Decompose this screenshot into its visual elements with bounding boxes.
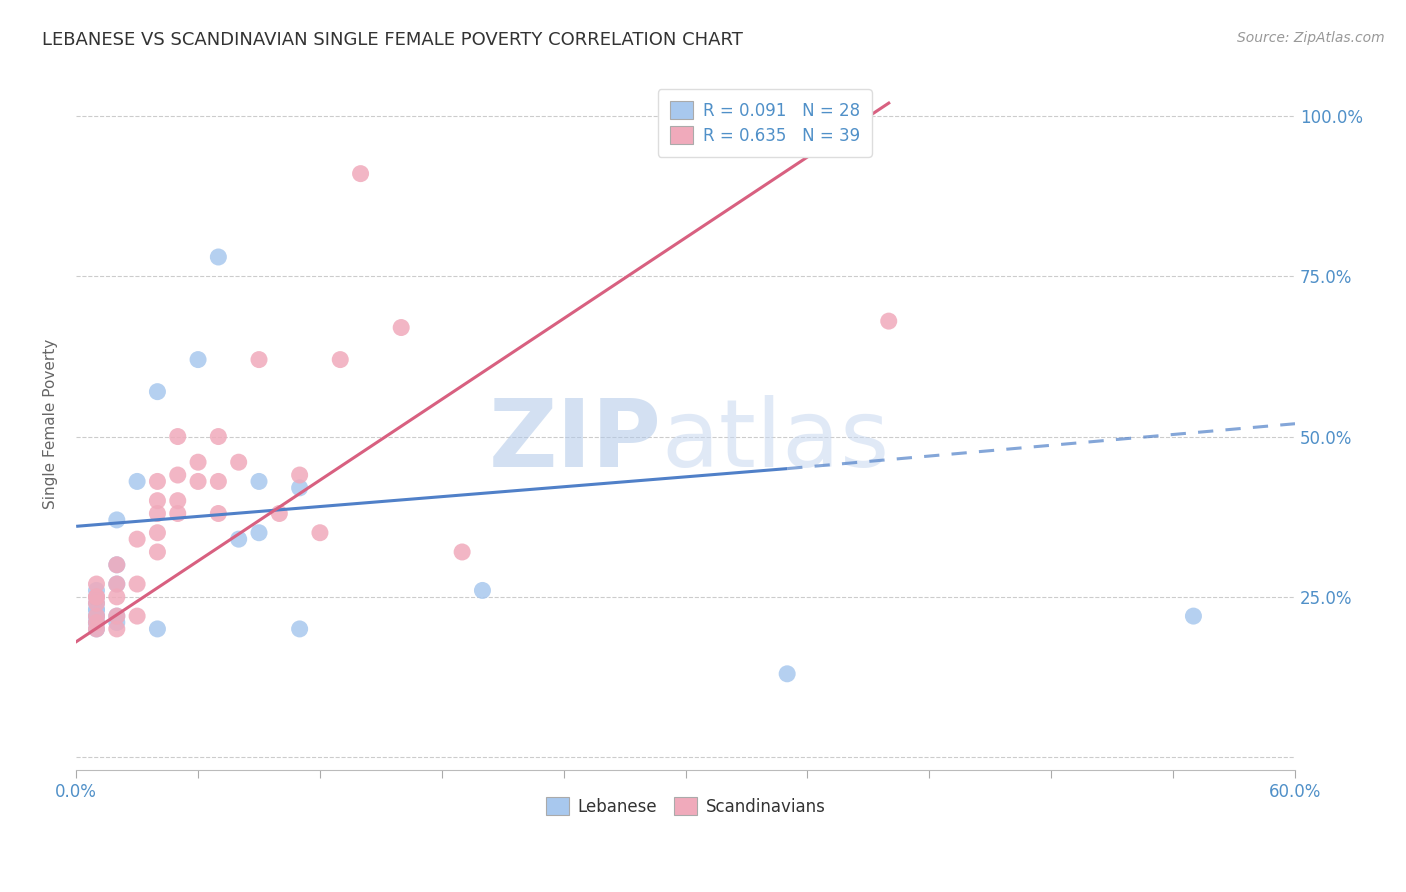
Point (269, 507, 291, 521)
Point (776, 666, 799, 681)
Point (105, 577, 128, 591)
Point (187, 352, 209, 367)
Point (86, 590, 108, 604)
Point (86, 615, 108, 630)
Point (329, 352, 352, 367)
Point (86, 583, 108, 598)
Point (166, 468, 188, 483)
Text: LEBANESE VS SCANDINAVIAN SINGLE FEMALE POVERTY CORRELATION CHART: LEBANESE VS SCANDINAVIAN SINGLE FEMALE P… (42, 31, 742, 49)
Point (105, 558, 128, 572)
Point (146, 507, 169, 521)
Point (86, 577, 108, 591)
Point (247, 352, 270, 367)
Point (207, 429, 229, 443)
Point (309, 525, 332, 540)
Point (86, 615, 108, 630)
Point (105, 622, 128, 636)
Point (146, 525, 169, 540)
Point (86, 609, 108, 624)
Point (127, 475, 149, 489)
Point (389, 320, 412, 334)
Point (247, 525, 270, 540)
Point (105, 558, 128, 572)
Point (187, 475, 209, 489)
Point (166, 507, 188, 521)
Point (86, 622, 108, 636)
Point (146, 545, 169, 559)
Point (127, 577, 149, 591)
Point (877, 314, 900, 328)
Point (86, 596, 108, 610)
Point (187, 455, 209, 469)
Point (288, 468, 311, 483)
Point (146, 475, 169, 489)
Text: atlas: atlas (661, 395, 890, 487)
Point (86, 609, 108, 624)
Point (451, 545, 474, 559)
Point (146, 622, 169, 636)
Point (1182, 609, 1205, 624)
Point (471, 583, 494, 598)
Point (166, 429, 188, 443)
Point (228, 532, 250, 546)
Point (105, 590, 128, 604)
Point (146, 493, 169, 508)
Point (105, 513, 128, 527)
Point (86, 590, 108, 604)
Legend: Lebanese, Scandinavians: Lebanese, Scandinavians (537, 789, 834, 824)
Point (86, 609, 108, 624)
Point (146, 384, 169, 399)
Y-axis label: Single Female Poverty: Single Female Poverty (44, 339, 58, 508)
Point (166, 493, 188, 508)
Point (247, 475, 270, 489)
Point (127, 532, 149, 546)
Point (127, 609, 149, 624)
Point (86, 590, 108, 604)
Point (105, 615, 128, 630)
Point (207, 475, 229, 489)
Point (105, 609, 128, 624)
Text: ZIP: ZIP (488, 395, 661, 487)
Point (86, 603, 108, 617)
Point (105, 577, 128, 591)
Point (86, 596, 108, 610)
Point (288, 481, 311, 495)
Point (207, 250, 229, 264)
Point (207, 507, 229, 521)
Point (86, 603, 108, 617)
Point (349, 167, 371, 181)
Point (86, 622, 108, 636)
Point (105, 609, 128, 624)
Point (288, 622, 311, 636)
Point (86, 615, 108, 630)
Text: Source: ZipAtlas.com: Source: ZipAtlas.com (1237, 31, 1385, 45)
Point (228, 455, 250, 469)
